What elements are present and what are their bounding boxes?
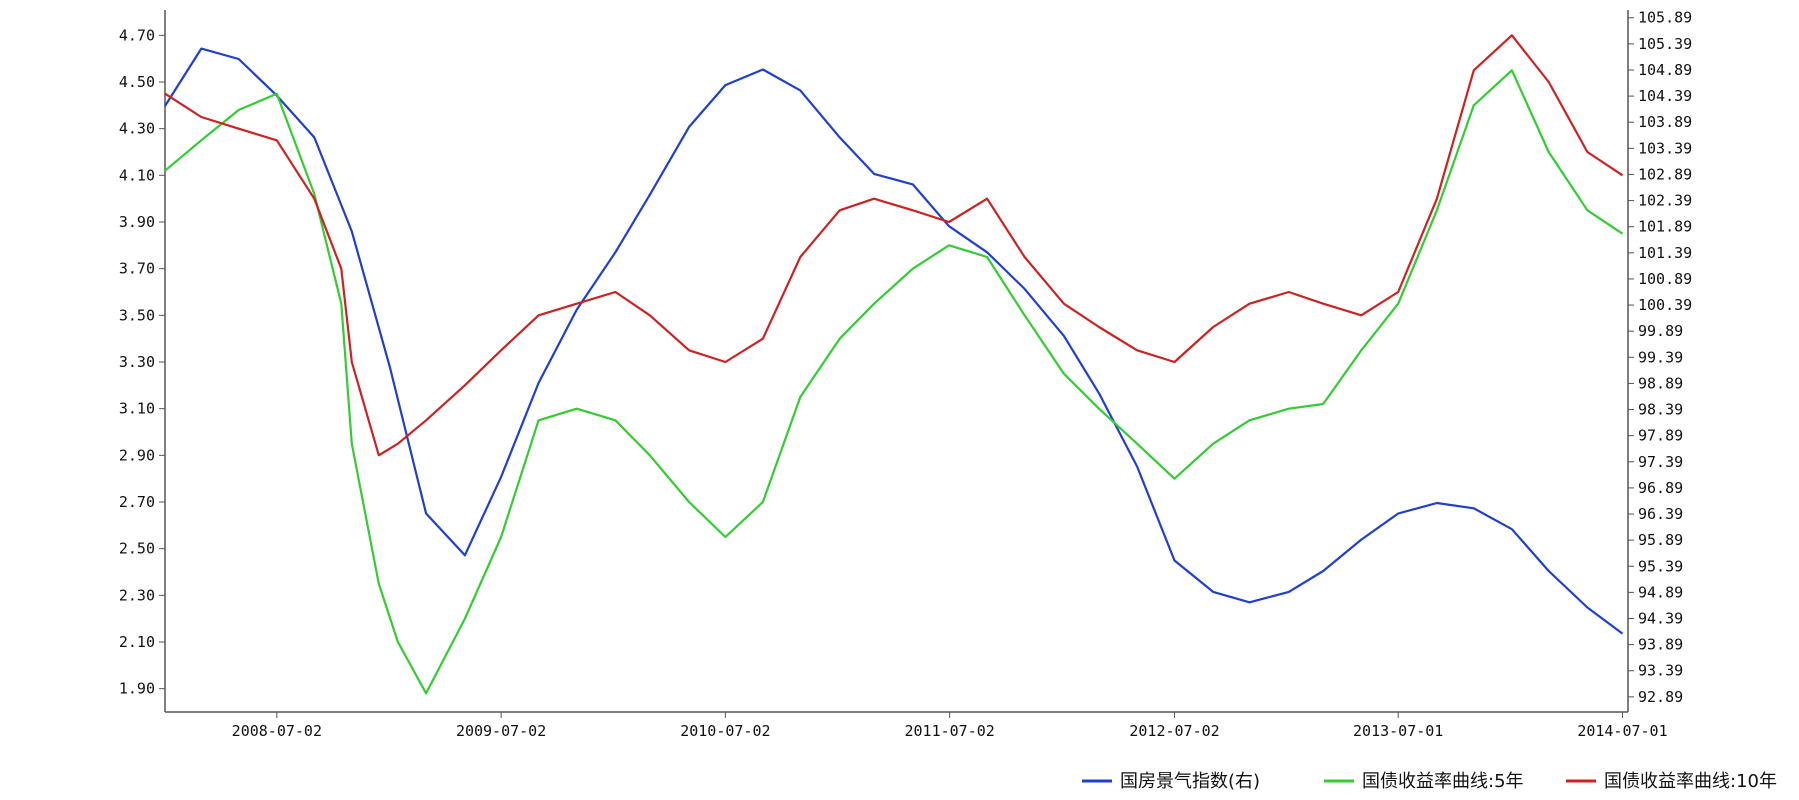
left-tick-label: 2.30 xyxy=(119,586,155,604)
right-tick-label: 95.89 xyxy=(1638,531,1683,549)
x-ticks: 2008-07-02 2009-07-02 2010-07-02 2011-07-02… xyxy=(232,712,1668,740)
left-tick-label: 4.10 xyxy=(119,166,155,184)
right-tick-label: 101.89 xyxy=(1638,218,1692,236)
right-tick-label: 94.39 xyxy=(1638,609,1683,627)
right-tick-label: 102.89 xyxy=(1638,165,1692,183)
x-tick-label: 2013-07-01 xyxy=(1353,722,1443,740)
right-tick-label: 92.89 xyxy=(1638,688,1683,706)
right-tick-label: 98.89 xyxy=(1638,374,1683,392)
right-tick-label: 105.39 xyxy=(1638,35,1692,53)
left-tick-label: 3.10 xyxy=(119,400,155,418)
left-y-ticks: 1.90 2.10 2.30 2.50 2.70 2.90 3.10 3.30 3.50 3.70… xyxy=(119,26,165,698)
right-tick-label: 102.39 xyxy=(1638,192,1692,210)
right-tick-label: 93.39 xyxy=(1638,662,1683,680)
x-tick-label: 2009-07-02 xyxy=(456,722,546,740)
right-tick-label: 100.39 xyxy=(1638,296,1692,314)
legend-label: 国房景气指数(右) xyxy=(1120,771,1260,792)
right-tick-label: 94.89 xyxy=(1638,583,1683,601)
right-tick-label: 105.89 xyxy=(1638,9,1692,27)
series-line-3 xyxy=(164,34,1624,457)
right-tick-label: 95.39 xyxy=(1638,557,1683,575)
left-tick-label: 3.90 xyxy=(119,213,155,231)
series-line-1 xyxy=(164,47,1624,635)
x-tick-label: 2011-07-02 xyxy=(904,722,994,740)
left-tick-label: 4.70 xyxy=(119,26,155,44)
x-tick-label: 2008-07-02 xyxy=(232,722,322,740)
right-tick-label: 103.89 xyxy=(1638,113,1692,131)
right-tick-label: 97.39 xyxy=(1638,453,1683,471)
right-y-ticks: 92.89 93.39 93.89 94.39 94.89 95.39 95.89 96.39… xyxy=(1628,9,1692,706)
right-tick-label: 97.89 xyxy=(1638,427,1683,445)
left-tick-label: 1.90 xyxy=(119,680,155,698)
legend: 国房景气指数(右) 国债收益率曲线:5年 国债收益率曲线:10年 xyxy=(1082,771,1777,792)
x-tick-label: 2014-07-01 xyxy=(1577,722,1667,740)
x-tick-label: 2010-07-02 xyxy=(680,722,770,740)
left-tick-label: 2.10 xyxy=(119,633,155,651)
left-tick-label: 4.50 xyxy=(119,73,155,91)
right-tick-label: 104.89 xyxy=(1638,61,1692,79)
left-tick-label: 2.90 xyxy=(119,446,155,464)
right-tick-label: 104.39 xyxy=(1638,87,1692,105)
left-tick-label: 3.70 xyxy=(119,260,155,278)
left-tick-label: 2.50 xyxy=(119,540,155,558)
left-tick-label: 3.30 xyxy=(119,353,155,371)
legend-label: 国债收益率曲线:10年 xyxy=(1604,771,1777,792)
right-tick-label: 96.39 xyxy=(1638,505,1683,523)
series-line-2 xyxy=(164,69,1624,695)
right-tick-label: 99.39 xyxy=(1638,348,1683,366)
x-tick-label: 2012-07-02 xyxy=(1129,722,1219,740)
right-tick-label: 96.89 xyxy=(1638,479,1683,497)
left-tick-label: 2.70 xyxy=(119,493,155,511)
right-tick-label: 99.89 xyxy=(1638,322,1683,340)
legend-label: 国债收益率曲线:5年 xyxy=(1362,771,1524,792)
right-tick-label: 98.39 xyxy=(1638,401,1683,419)
plot-area xyxy=(164,10,1629,713)
right-tick-label: 103.39 xyxy=(1638,139,1692,157)
left-tick-label: 3.50 xyxy=(119,306,155,324)
series-lines xyxy=(164,34,1624,695)
right-tick-label: 101.39 xyxy=(1638,244,1692,262)
left-tick-label: 4.30 xyxy=(119,120,155,138)
right-tick-label: 100.89 xyxy=(1638,270,1692,288)
right-tick-label: 93.89 xyxy=(1638,636,1683,654)
